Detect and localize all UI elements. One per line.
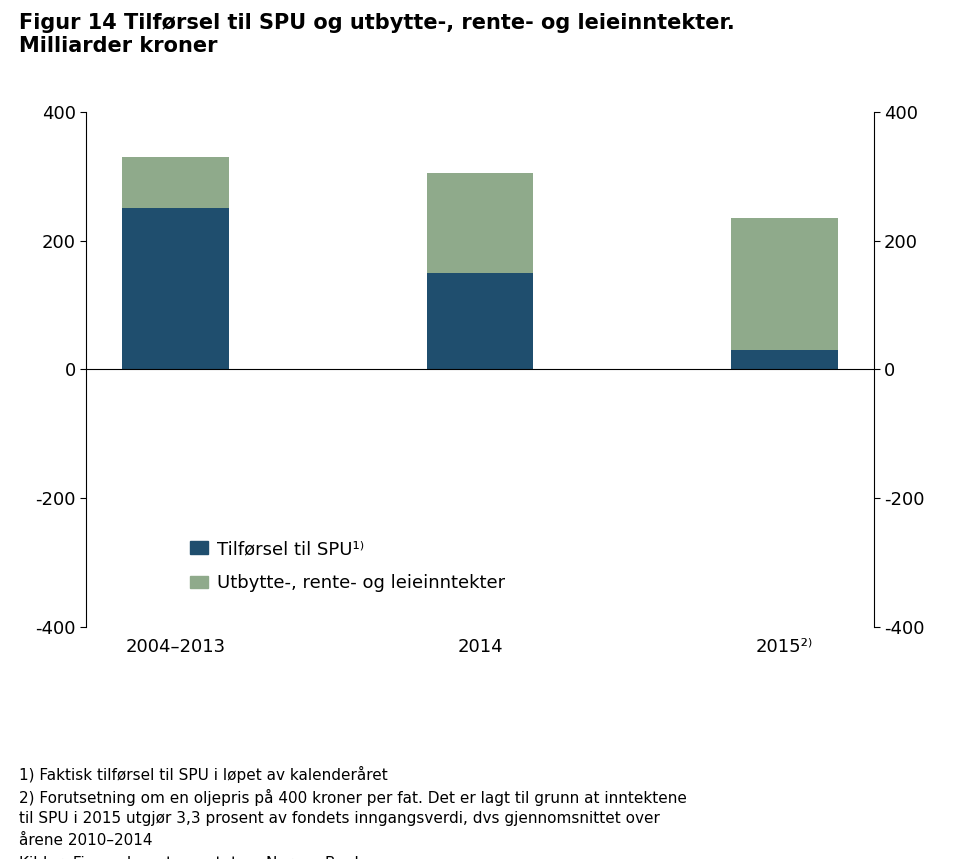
Text: Figur 14 Tilførsel til SPU og utbytte-, rente- og leieinntekter.: Figur 14 Tilførsel til SPU og utbytte-, … — [19, 13, 735, 33]
Bar — [426, 173, 534, 273]
Bar — [122, 208, 228, 369]
Text: til SPU i 2015 utgjør 3,3 prosent av fondets inngangsverdi, dvs gjennomsnittet o: til SPU i 2015 utgjør 3,3 prosent av fon… — [19, 811, 660, 825]
Bar — [732, 350, 838, 369]
Bar — [122, 156, 228, 208]
Bar — [426, 273, 534, 369]
Bar — [732, 218, 838, 350]
Text: Milliarder kroner: Milliarder kroner — [19, 36, 218, 56]
Text: årene 2010–2014: årene 2010–2014 — [19, 833, 153, 848]
Text: 2) Forutsetning om en oljepris på 400 kroner per fat. Det er lagt til grunn at i: 2) Forutsetning om en oljepris på 400 kr… — [19, 789, 687, 806]
Legend: Tilførsel til SPU¹⁾, Utbytte-, rente- og leieinntekter: Tilførsel til SPU¹⁾, Utbytte-, rente- og… — [190, 540, 505, 592]
Text: Kilder: Finansdepartementet og Norges Bank: Kilder: Finansdepartementet og Norges Ba… — [19, 856, 364, 859]
Text: 1) Faktisk tilførsel til SPU i løpet av kalenderåret: 1) Faktisk tilførsel til SPU i løpet av … — [19, 766, 388, 783]
